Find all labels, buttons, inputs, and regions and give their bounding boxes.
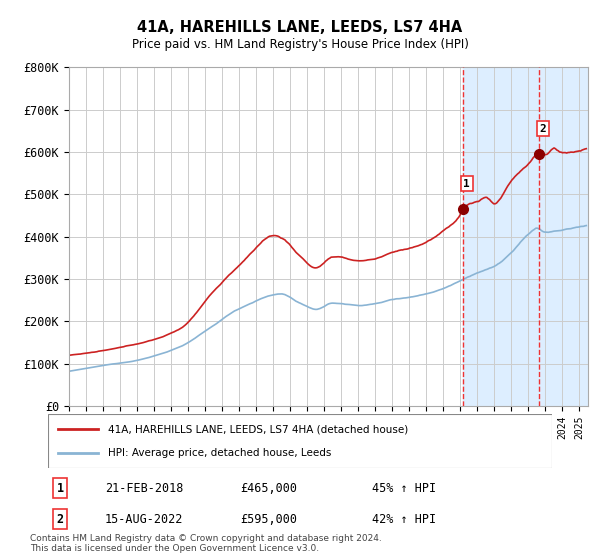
Text: 41A, HAREHILLS LANE, LEEDS, LS7 4HA: 41A, HAREHILLS LANE, LEEDS, LS7 4HA (137, 20, 463, 35)
Text: 1: 1 (463, 179, 470, 189)
Text: £595,000: £595,000 (240, 512, 297, 526)
Text: Price paid vs. HM Land Registry's House Price Index (HPI): Price paid vs. HM Land Registry's House … (131, 38, 469, 51)
Text: 42% ↑ HPI: 42% ↑ HPI (372, 512, 436, 526)
Text: 2: 2 (56, 512, 64, 526)
Text: 15-AUG-2022: 15-AUG-2022 (105, 512, 184, 526)
Text: 45% ↑ HPI: 45% ↑ HPI (372, 482, 436, 495)
Text: Contains HM Land Registry data © Crown copyright and database right 2024.
This d: Contains HM Land Registry data © Crown c… (30, 534, 382, 553)
Text: HPI: Average price, detached house, Leeds: HPI: Average price, detached house, Leed… (109, 447, 332, 458)
Text: 2: 2 (540, 124, 547, 134)
Text: 1: 1 (56, 482, 64, 495)
Text: 21-FEB-2018: 21-FEB-2018 (105, 482, 184, 495)
Text: £465,000: £465,000 (240, 482, 297, 495)
FancyBboxPatch shape (48, 414, 552, 468)
Text: 41A, HAREHILLS LANE, LEEDS, LS7 4HA (detached house): 41A, HAREHILLS LANE, LEEDS, LS7 4HA (det… (109, 424, 409, 435)
Bar (463, 67, 588, 406)
